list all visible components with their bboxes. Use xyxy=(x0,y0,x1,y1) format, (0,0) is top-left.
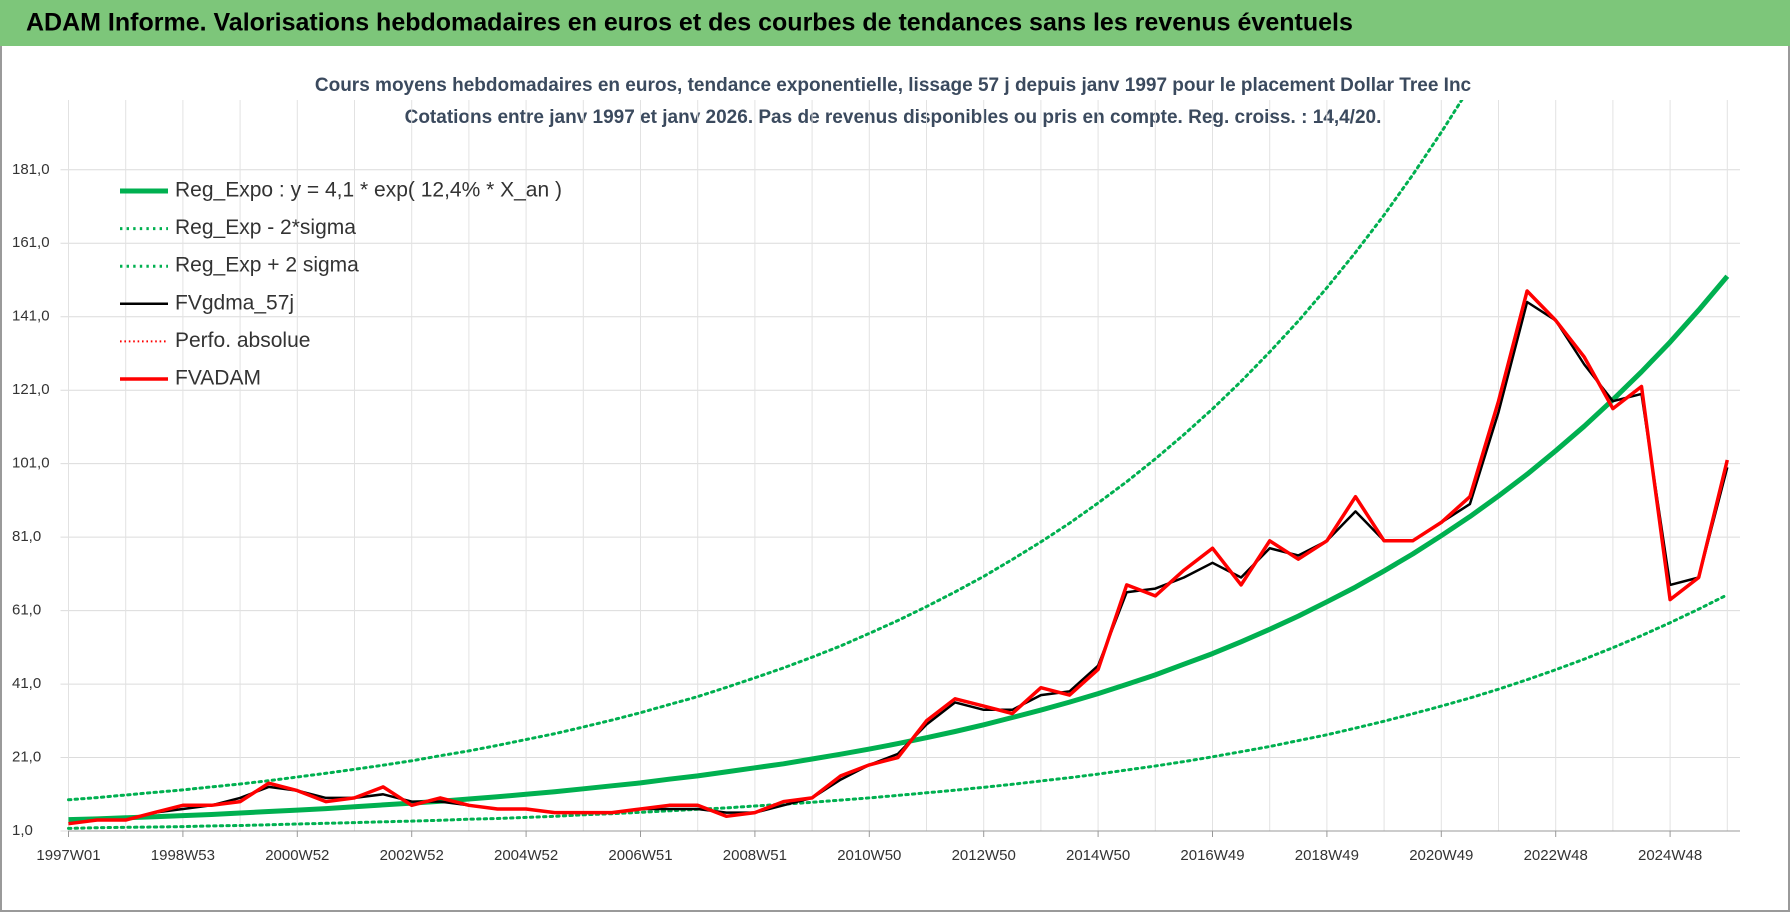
series-line xyxy=(67,593,1729,830)
legend-label: Reg_Expo : y = 4,1 * exp( 12,4% * X_an ) xyxy=(175,179,562,202)
x-tick-label: 1998W53 xyxy=(151,847,215,864)
header-title: ADAM Informe. Valorisations hebdomadaire… xyxy=(26,9,1353,37)
legend-label: Reg_Exp + 2 sigma xyxy=(175,254,359,277)
chart-title: Cours moyens hebdomadaires en euros, ten… xyxy=(315,75,1472,96)
y-tick-label: 181,0 xyxy=(12,161,50,178)
x-tick-label: 2000W52 xyxy=(265,847,329,864)
x-tick-label: 2016W49 xyxy=(1180,847,1244,864)
x-tick-label: 2006W51 xyxy=(608,847,672,864)
legend-label: FVADAM xyxy=(175,367,261,390)
plot xyxy=(67,100,1730,830)
x-tick-label: 1997W01 xyxy=(36,847,100,864)
header-bar xyxy=(0,0,1790,46)
x-tick-label: 2024W48 xyxy=(1638,847,1702,864)
y-tick-label: 161,0 xyxy=(12,234,50,251)
legend-label: Reg_Exp - 2*sigma xyxy=(175,216,356,239)
series-line xyxy=(68,274,1730,823)
y-tick-label: 61,0 xyxy=(12,602,41,619)
x-tick-label: 2018W49 xyxy=(1295,847,1359,864)
x-tick-label: 2010W50 xyxy=(837,847,901,864)
y-tick-label: 121,0 xyxy=(12,381,50,398)
y-tick-label: 101,0 xyxy=(12,455,50,472)
x-tick-label: 2014W50 xyxy=(1066,847,1130,864)
y-tick-label: 81,0 xyxy=(12,528,41,545)
y-tick-label: 21,0 xyxy=(12,749,41,766)
legend: Reg_Expo : y = 4,1 * exp( 12,4% * X_an )… xyxy=(120,179,562,390)
x-tick-label: 2002W52 xyxy=(380,847,444,864)
y-tick-label: 41,0 xyxy=(12,675,41,692)
series-line xyxy=(67,100,1464,802)
legend-label: FVgdma_57j xyxy=(175,291,294,314)
y-tick-label: 1,0 xyxy=(12,822,33,839)
x-tick-label: 2022W48 xyxy=(1524,847,1588,864)
x-tick-label: 2012W50 xyxy=(952,847,1016,864)
x-tick-label: 2004W52 xyxy=(494,847,558,864)
x-tick-label: 2008W51 xyxy=(723,847,787,864)
series-line xyxy=(68,289,1730,826)
y-tick-label: 141,0 xyxy=(12,308,50,325)
x-tick-label: 2020W49 xyxy=(1409,847,1473,864)
chart-subtitle: Cotations entre janv 1997 et janv 2026. … xyxy=(405,107,1382,128)
grid: 1,0 21,0 41,0 61,0 81,0 101,0 121,0 141,0 161,0 1… xyxy=(12,100,1740,864)
legend-label: Perfo. absolue xyxy=(175,329,310,352)
